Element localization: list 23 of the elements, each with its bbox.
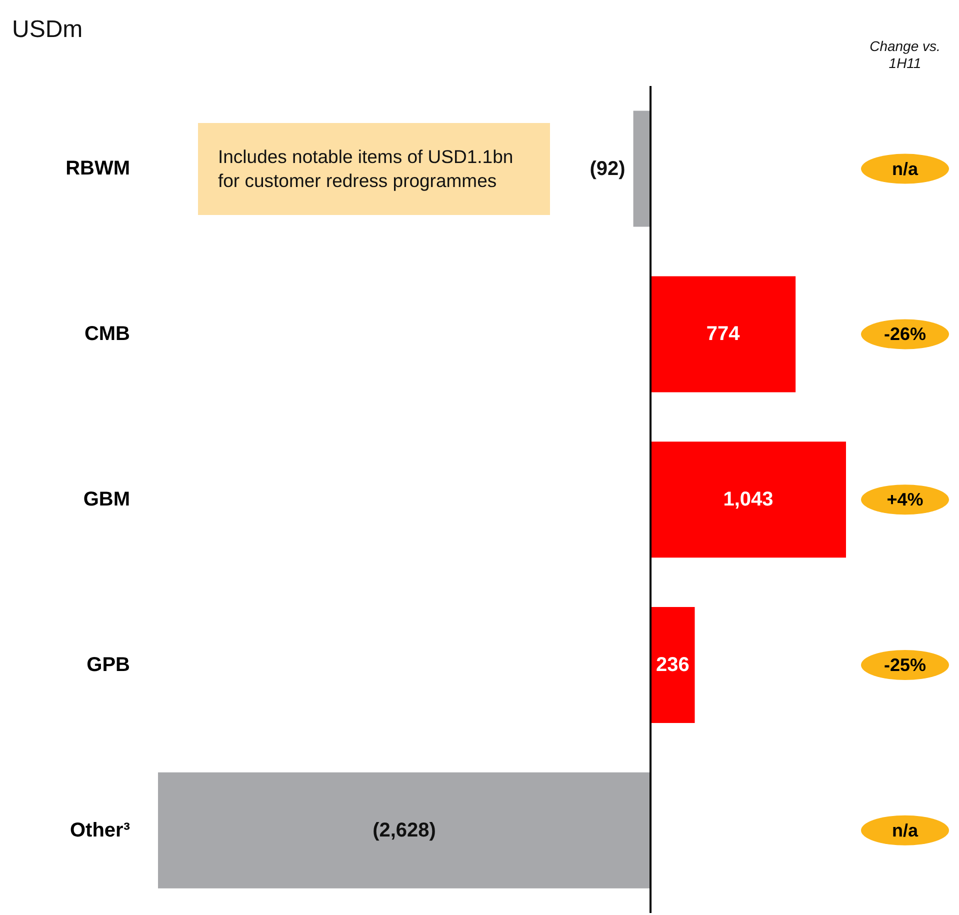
y-tick-label: GPB [86, 654, 130, 676]
chart-title: USDm [12, 16, 83, 44]
bar [158, 772, 651, 888]
data-label: 774 [706, 323, 741, 346]
text: Change vs. 1H11 [868, 38, 942, 72]
bar [633, 110, 651, 227]
data-label: (2,628) [372, 819, 436, 842]
text: n/a [892, 820, 919, 840]
note-box: Includes notable items of USD1.1bn for customer redress programmes [198, 122, 550, 215]
y-tick-label: CMB [84, 323, 130, 346]
y-tick-label: Other³ [70, 819, 130, 842]
data-label: 1,043 [723, 488, 774, 511]
bar [650, 442, 846, 558]
text: +4% [886, 490, 924, 510]
y-tick-label: RBWM [66, 158, 130, 180]
bar [650, 607, 695, 724]
y-tick-label: GBM [83, 488, 130, 510]
data-label: 236 [656, 654, 690, 676]
text: -25% [884, 655, 926, 676]
bar [650, 276, 796, 392]
text: n/a [892, 158, 919, 179]
text: -26% [884, 324, 926, 344]
data-label: (92) [590, 158, 626, 180]
